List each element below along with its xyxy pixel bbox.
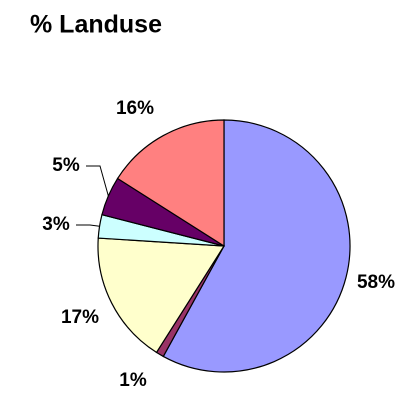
pie-slice: [97, 237, 226, 354]
leader-line: [86, 165, 109, 197]
data-label: 16%: [116, 98, 154, 119]
chart-title: % Landuse: [30, 11, 162, 39]
pie-slice: [116, 119, 225, 248]
data-label: 5%: [52, 155, 80, 176]
data-label: 3%: [42, 214, 70, 235]
data-label: 1%: [119, 370, 147, 391]
data-label: 58%: [357, 272, 395, 293]
leader-line: [76, 224, 100, 227]
data-label: 17%: [61, 307, 99, 328]
pie-slice: [162, 119, 351, 373]
